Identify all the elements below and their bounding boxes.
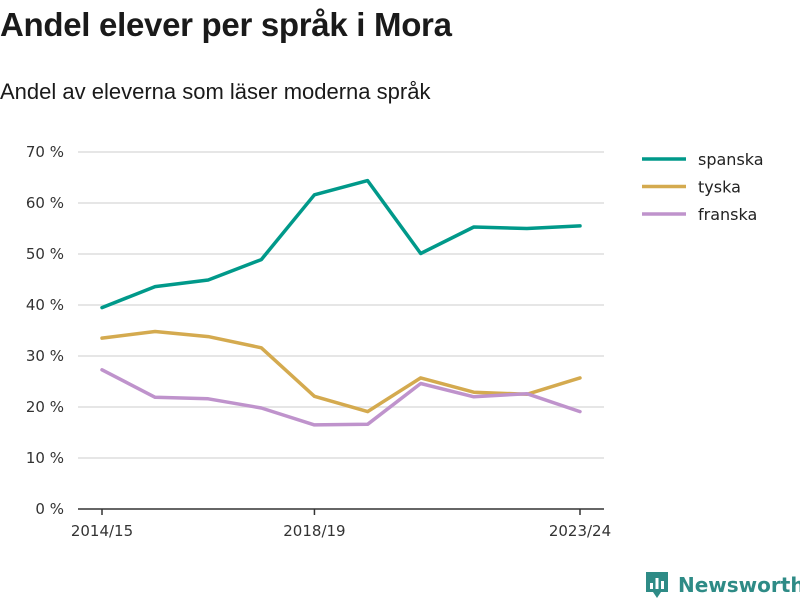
x-tick-label: 2018/19: [283, 522, 345, 540]
y-tick-label: 50 %: [26, 245, 64, 263]
y-tick-label: 0 %: [35, 500, 64, 518]
chart-title: Andel elever per språk i Mora: [0, 6, 452, 43]
y-tick-label: 70 %: [26, 143, 64, 161]
series-line-franska: [100, 368, 582, 427]
brand-logo: Newsworthy: [644, 570, 800, 600]
series-line-spanska: [100, 178, 582, 310]
chart-subtitle: Andel av eleverna som läser moderna språ…: [0, 79, 431, 104]
y-tick-label: 60 %: [26, 194, 64, 212]
x-tick-label: 2023/24: [549, 522, 611, 540]
y-tick-label: 20 %: [26, 398, 64, 416]
legend-label-tyska: tyska: [698, 178, 741, 197]
series-line-tyska: [100, 329, 582, 414]
y-tick-label: 30 %: [26, 347, 64, 365]
y-tick-label: 40 %: [26, 296, 64, 314]
brand-name: Newsworthy: [678, 573, 800, 597]
bar-chart-badge-icon: [646, 572, 668, 598]
legend-label-franska: franska: [698, 205, 757, 224]
y-tick-label: 10 %: [26, 449, 64, 467]
legend-label-spanska: spanska: [698, 150, 764, 169]
x-tick-label: 2014/15: [71, 522, 133, 540]
